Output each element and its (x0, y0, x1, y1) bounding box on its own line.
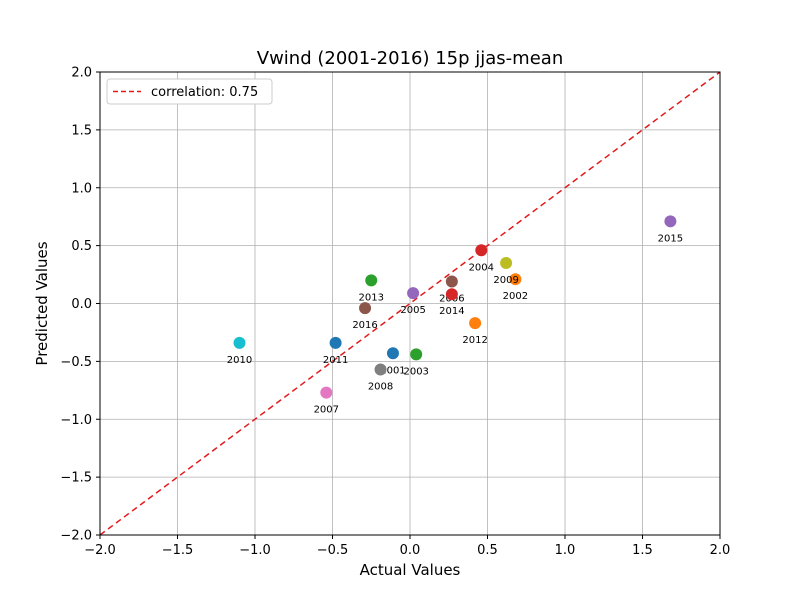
x-tick-label: 0.5 (477, 543, 498, 558)
data-point-2004 (475, 244, 488, 257)
legend-label: correlation: 0.75 (151, 85, 258, 100)
y-tick-label: 0.5 (71, 239, 92, 254)
point-label-2008: 2008 (368, 381, 393, 392)
x-tick-label: 1.5 (632, 543, 653, 558)
ticks: −2.0 −1.5 −1.0 −0.5 0.0 0.5 1.0 1.5 2.0 −2.0 −1.5 −… (60, 66, 730, 559)
x-tick-label: −1.0 (239, 543, 271, 558)
point-label-2002: 2002 (503, 291, 528, 302)
y-tick-label: 1.5 (71, 123, 92, 138)
y-tick-label: −2.0 (60, 529, 92, 544)
x-tick-label: 1.0 (555, 543, 576, 558)
data-point-2008 (374, 363, 387, 376)
point-label-2007: 2007 (314, 405, 339, 416)
point-label-2016: 2016 (352, 320, 377, 331)
x-tick-label: 0.0 (400, 543, 421, 558)
x-tick-label: −0.5 (317, 543, 349, 558)
point-label-2015: 2015 (658, 233, 683, 244)
data-point-2006 (445, 275, 458, 288)
point-label-2003: 2003 (403, 366, 428, 377)
y-axis-title: Predicted Values (33, 241, 51, 365)
y-tick-label: −1.0 (60, 413, 92, 428)
y-tick-label: 0.0 (71, 297, 92, 312)
data-point-2016 (359, 302, 372, 315)
point-label-2005: 2005 (400, 305, 425, 316)
y-tick-label: −0.5 (60, 355, 92, 370)
data-point-2015 (664, 215, 677, 228)
data-point-2001 (386, 347, 399, 360)
legend-box (106, 78, 273, 105)
data-point-2013 (365, 274, 378, 287)
point-label-2004: 2004 (469, 262, 494, 273)
x-tick-label: −2.0 (84, 543, 116, 558)
data-point-2010 (233, 336, 246, 349)
correlation-reference-line (99, 71, 721, 536)
point-label-2014: 2014 (439, 306, 464, 317)
x-tick-label: 2.0 (710, 543, 731, 558)
legend: correlation: 0.75 (106, 78, 273, 105)
y-tick-label: 2.0 (71, 66, 92, 81)
point-label-2009: 2009 (493, 275, 518, 286)
chart-title: Vwind (2001-2016) 15p jjas-mean (257, 48, 563, 69)
point-label-2013: 2013 (359, 292, 384, 303)
point-label-2011: 2011 (323, 355, 348, 366)
points-layer: 2001200220032004200520062007200820092010… (227, 215, 683, 416)
y-tick-label: 1.0 (71, 181, 92, 196)
reference-line-layer (99, 71, 721, 536)
y-tick-label: −1.5 (60, 471, 92, 486)
point-label-2012: 2012 (462, 335, 487, 346)
data-point-2003 (410, 348, 423, 361)
x-tick-label: −1.5 (162, 543, 194, 558)
data-point-2002 (509, 273, 522, 286)
data-point-2005 (407, 287, 420, 300)
data-point-2014 (445, 288, 458, 301)
x-axis-title: Actual Values (360, 561, 461, 579)
data-point-2012 (469, 317, 482, 330)
data-point-2007 (320, 386, 333, 399)
point-label-2010: 2010 (227, 355, 252, 366)
data-point-2011 (329, 336, 342, 349)
point-label-2001: 2001 (380, 365, 405, 376)
data-point-2009 (500, 256, 513, 269)
